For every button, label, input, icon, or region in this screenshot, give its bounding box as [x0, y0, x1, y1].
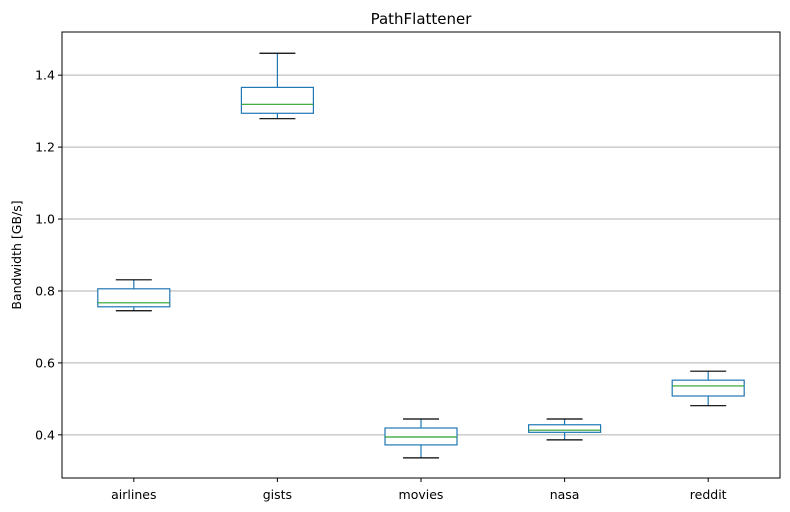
- x-tick-label: gists: [263, 487, 292, 502]
- box-nasa: [527, 418, 602, 441]
- iqr-box: [671, 379, 745, 397]
- box-reddit: [671, 370, 745, 407]
- y-tick-label: 0.8: [35, 283, 55, 298]
- y-tick-label: 1.4: [35, 68, 55, 83]
- x-axis-ticks: airlines gists movies nasa reddit: [111, 478, 727, 502]
- box-airlines: [97, 279, 171, 312]
- iqr-box: [527, 424, 602, 433]
- x-tick-label: reddit: [690, 487, 727, 502]
- x-tick-label: movies: [399, 487, 444, 502]
- y-tick-label: 1.2: [35, 140, 55, 155]
- iqr-box: [240, 86, 314, 114]
- plot-area-frame: [61, 31, 781, 479]
- y-axis-ticks: 0.4 0.6 0.8 1.0 1.2 1.4: [35, 68, 62, 442]
- grid-lines: [62, 74, 780, 436]
- y-tick-label: 0.4: [35, 427, 55, 442]
- x-tick-label: nasa: [550, 487, 580, 502]
- iqr-box: [97, 288, 171, 308]
- x-tick-label: airlines: [111, 487, 156, 502]
- y-tick-label: 1.0: [35, 212, 55, 227]
- boxes: [97, 52, 745, 459]
- box-movies: [384, 418, 458, 459]
- box-gists: [240, 52, 314, 120]
- chart-title: PathFlattener: [371, 10, 473, 28]
- y-tick-label: 0.6: [35, 355, 55, 370]
- y-axis-label: Bandwidth [GB/s]: [9, 200, 24, 309]
